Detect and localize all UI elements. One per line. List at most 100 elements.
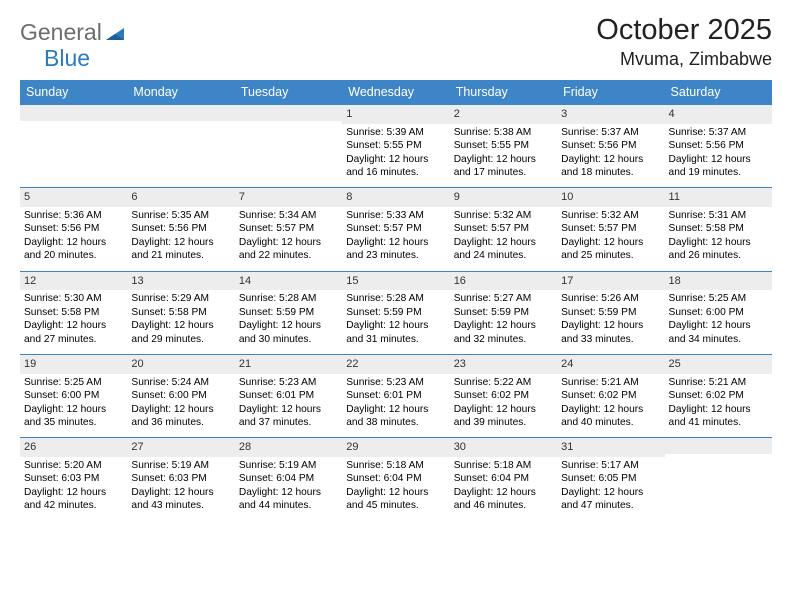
daylight-text: Daylight: 12 hours (346, 319, 445, 332)
calendar-day-cell: 15Sunrise: 5:28 AMSunset: 5:59 PMDayligh… (342, 271, 449, 354)
sunrise-text: Sunrise: 5:38 AM (454, 126, 553, 139)
calendar-day-cell: 18Sunrise: 5:25 AMSunset: 6:00 PMDayligh… (665, 271, 772, 354)
sunrise-text: Sunrise: 5:28 AM (346, 292, 445, 305)
daylight-text: Daylight: 12 hours (131, 236, 230, 249)
daylight-text: and 27 minutes. (24, 333, 123, 346)
daylight-text: Daylight: 12 hours (454, 319, 553, 332)
day-number (235, 105, 342, 121)
daylight-text: and 22 minutes. (239, 249, 338, 262)
day-details: Sunrise: 5:38 AMSunset: 5:55 PMDaylight:… (450, 124, 557, 188)
day-number: 30 (450, 438, 557, 457)
day-details: Sunrise: 5:34 AMSunset: 5:57 PMDaylight:… (235, 207, 342, 271)
calendar-day-cell: 5Sunrise: 5:36 AMSunset: 5:56 PMDaylight… (20, 188, 127, 271)
sunset-text: Sunset: 5:57 PM (454, 222, 553, 235)
sunset-text: Sunset: 6:00 PM (24, 389, 123, 402)
sunrise-text: Sunrise: 5:33 AM (346, 209, 445, 222)
day-number: 22 (342, 355, 449, 374)
daylight-text: Daylight: 12 hours (669, 403, 768, 416)
day-details: Sunrise: 5:25 AMSunset: 6:00 PMDaylight:… (665, 290, 772, 354)
sunset-text: Sunset: 5:56 PM (24, 222, 123, 235)
calendar-day-cell: 3Sunrise: 5:37 AMSunset: 5:56 PMDaylight… (557, 105, 664, 188)
day-details: Sunrise: 5:18 AMSunset: 6:04 PMDaylight:… (450, 457, 557, 521)
sunrise-text: Sunrise: 5:23 AM (346, 376, 445, 389)
day-number: 3 (557, 105, 664, 124)
column-header: Thursday (450, 80, 557, 105)
calendar-day-cell: 24Sunrise: 5:21 AMSunset: 6:02 PMDayligh… (557, 355, 664, 438)
sunset-text: Sunset: 6:01 PM (346, 389, 445, 402)
daylight-text: Daylight: 12 hours (454, 486, 553, 499)
sunset-text: Sunset: 5:58 PM (24, 306, 123, 319)
daylight-text: Daylight: 12 hours (24, 319, 123, 332)
sunset-text: Sunset: 6:02 PM (454, 389, 553, 402)
sunset-text: Sunset: 5:59 PM (239, 306, 338, 319)
calendar-day-cell: 30Sunrise: 5:18 AMSunset: 6:04 PMDayligh… (450, 438, 557, 521)
daylight-text: Daylight: 12 hours (346, 153, 445, 166)
calendar-day-cell: 4Sunrise: 5:37 AMSunset: 5:56 PMDaylight… (665, 105, 772, 188)
calendar-week-row: 1Sunrise: 5:39 AMSunset: 5:55 PMDaylight… (20, 105, 772, 188)
daylight-text: and 30 minutes. (239, 333, 338, 346)
sunrise-text: Sunrise: 5:25 AM (669, 292, 768, 305)
daylight-text: and 31 minutes. (346, 333, 445, 346)
daylight-text: Daylight: 12 hours (346, 486, 445, 499)
sunset-text: Sunset: 6:01 PM (239, 389, 338, 402)
sunrise-text: Sunrise: 5:31 AM (669, 209, 768, 222)
sunset-text: Sunset: 6:02 PM (669, 389, 768, 402)
day-details (235, 121, 342, 144)
sunrise-text: Sunrise: 5:19 AM (239, 459, 338, 472)
sunrise-text: Sunrise: 5:39 AM (346, 126, 445, 139)
daylight-text: and 29 minutes. (131, 333, 230, 346)
sunset-text: Sunset: 5:59 PM (561, 306, 660, 319)
sunrise-text: Sunrise: 5:27 AM (454, 292, 553, 305)
daylight-text: and 47 minutes. (561, 499, 660, 512)
calendar-day-cell: 1Sunrise: 5:39 AMSunset: 5:55 PMDaylight… (342, 105, 449, 188)
calendar-day-cell: 13Sunrise: 5:29 AMSunset: 5:58 PMDayligh… (127, 271, 234, 354)
day-number: 2 (450, 105, 557, 124)
calendar-day-cell: 16Sunrise: 5:27 AMSunset: 5:59 PMDayligh… (450, 271, 557, 354)
calendar-week-row: 5 Sunrise: 5:36 AMSunset: 5:56 PM Daylight… (20, 188, 772, 271)
day-details (127, 121, 234, 144)
day-number: 1 (342, 105, 449, 124)
day-number: 13 (127, 272, 234, 291)
day-number: 5 (20, 188, 127, 207)
day-details: Sunrise: 5:21 AMSunset: 6:02 PMDaylight:… (557, 374, 664, 438)
column-header: Sunday (20, 80, 127, 105)
daylight-text: and 41 minutes. (669, 416, 768, 429)
day-number: 8 (342, 188, 449, 207)
daylight-text: and 46 minutes. (454, 499, 553, 512)
sunset-text: Sunset: 6:05 PM (561, 472, 660, 485)
day-details: Sunrise: 5:33 AMSunset: 5:57 PMDaylight:… (342, 207, 449, 271)
sunset-text: Sunset: 5:56 PM (561, 139, 660, 152)
sunrise-text: Sunrise: 5:36 AM (24, 209, 123, 222)
sail-icon (104, 22, 128, 46)
column-header: Tuesday (235, 80, 342, 105)
column-header: Wednesday (342, 80, 449, 105)
sunrise-text: Sunrise: 5:29 AM (131, 292, 230, 305)
day-details (20, 121, 127, 144)
day-details: Sunrise: 5:39 AMSunset: 5:55 PMDaylight:… (342, 124, 449, 188)
day-number: 19 (20, 355, 127, 374)
calendar-day-cell: 19Sunrise: 5:25 AMSunset: 6:00 PMDayligh… (20, 355, 127, 438)
day-details: Sunrise: 5:30 AMSunset: 5:58 PMDaylight:… (20, 290, 127, 354)
page-title: October 2025 (596, 14, 772, 47)
sunrise-text: Sunrise: 5:22 AM (454, 376, 553, 389)
column-header: Saturday (665, 80, 772, 105)
daylight-text: and 32 minutes. (454, 333, 553, 346)
brand-logo: GeneralBlue (20, 14, 128, 70)
day-number: 14 (235, 272, 342, 291)
day-details: Sunrise: 5:23 AMSunset: 6:01 PMDaylight:… (342, 374, 449, 438)
sunrise-text: Sunrise: 5:35 AM (131, 209, 230, 222)
daylight-text: Daylight: 12 hours (24, 486, 123, 499)
calendar-day-cell: 10Sunrise: 5:32 AMSunset: 5:57 PMDayligh… (557, 188, 664, 271)
sunrise-text: Sunrise: 5:19 AM (131, 459, 230, 472)
sunrise-text: Sunrise: 5:32 AM (454, 209, 553, 222)
calendar-day-cell: 27Sunrise: 5:19 AMSunset: 6:03 PMDayligh… (127, 438, 234, 521)
sunset-text: Sunset: 6:00 PM (131, 389, 230, 402)
sunset-text: Sunset: 6:04 PM (346, 472, 445, 485)
day-number (20, 105, 127, 121)
day-details: Sunrise: 5:19 AMSunset: 6:03 PMDaylight:… (127, 457, 234, 521)
day-number: 26 (20, 438, 127, 457)
daylight-text: and 18 minutes. (561, 166, 660, 179)
daylight-text: Daylight: 12 hours (454, 403, 553, 416)
day-number: 4 (665, 105, 772, 124)
day-details: Sunrise: 5:37 AMSunset: 5:56 PMDaylight:… (557, 124, 664, 188)
